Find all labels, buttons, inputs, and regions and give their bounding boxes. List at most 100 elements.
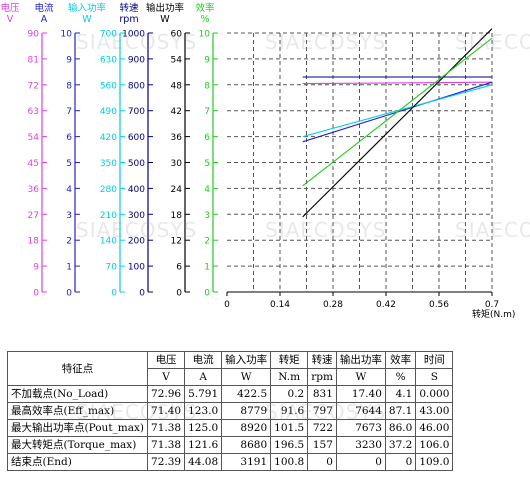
watermark: SIAECOSYS xyxy=(76,30,198,54)
x-tick-label: 0.42 xyxy=(376,300,396,310)
y-tick-label-current: 5 xyxy=(66,159,72,169)
column-header: 转速 xyxy=(307,351,337,369)
y-tick-label-input_power: 210 xyxy=(100,211,117,221)
y-axis-name-output_power: 输出功率 xyxy=(146,2,185,14)
y-tick-label-speed: 400 xyxy=(128,185,145,195)
column-header: 转矩 xyxy=(270,351,309,369)
y-tick-label-efficiency: 9 xyxy=(204,55,210,65)
y-tick-label-speed: 600 xyxy=(128,133,145,143)
y-tick-label-input_power: 0 xyxy=(111,289,117,299)
table-cell: 44.08 xyxy=(184,453,223,471)
table-row: 结束点(End) 72.39 44.08 3191 100.8 0 0 0 109.0 xyxy=(6,453,454,471)
y-tick-label-efficiency: 10 xyxy=(199,30,211,40)
x-tick-label: 0.7 xyxy=(485,300,499,310)
y-tick-label-speed: 0 xyxy=(139,289,145,299)
y-tick-label-current: 10 xyxy=(61,30,73,40)
table-cell: 121.6 xyxy=(184,436,223,454)
y-tick-label-input_power: 490 xyxy=(100,107,117,117)
table-cell: 71.40 xyxy=(147,402,186,420)
table-cell: 87.1 xyxy=(384,402,417,420)
y-tick-label-speed: 300 xyxy=(128,211,145,221)
column-unit: V xyxy=(147,368,186,386)
table-cell: 3191 xyxy=(221,453,272,471)
column-header: 时间 xyxy=(415,351,454,369)
y-tick-label-efficiency: 1 xyxy=(204,263,210,273)
x-tick-label: 0.56 xyxy=(429,300,449,310)
y-tick-label-efficiency: 3 xyxy=(204,211,210,221)
table-cell: 101.5 xyxy=(270,419,309,437)
table-header-row: 特征点 电压 电流 输入功率 转矩 转速 输出功率 效率 时间 xyxy=(6,351,454,386)
table-cell: 0 xyxy=(384,453,417,471)
x-tick-label: 0 xyxy=(224,300,230,310)
y-tick-label-speed: 100 xyxy=(128,263,145,273)
x-tick-label: 0.28 xyxy=(323,300,343,310)
y-tick-label-efficiency: 8 xyxy=(204,81,210,91)
table-cell: 109.0 xyxy=(415,453,454,471)
table-cell: 37.2 xyxy=(384,436,417,454)
y-tick-label-voltage: 54 xyxy=(28,133,40,143)
y-tick-label-efficiency: 2 xyxy=(204,237,210,247)
y-tick-label-speed: 800 xyxy=(128,81,145,91)
y-tick-label-voltage: 27 xyxy=(28,211,39,221)
table-cell: 123.0 xyxy=(184,402,223,420)
table-cell: 7644 xyxy=(335,402,386,420)
feature-points-table: 特征点 电压 电流 输入功率 转矩 转速 输出功率 效率 时间 V A W N.m rpm W% S 不加载点(… xyxy=(6,351,454,471)
row-label: 最大输出功率点(Pout_max) xyxy=(6,419,149,437)
y-tick-label-output_power: 42 xyxy=(171,107,182,117)
table-row: 最大输出功率点(Pout_max) 71.38 125.0 8920 101.5 722 7… xyxy=(6,419,454,437)
y-axis-unit-input_power: W xyxy=(82,14,92,25)
y-axis-unit-speed: rpm xyxy=(119,14,138,25)
table-row: 不加载点(No_Load) 72.96 5.791 422.5 0.2 831 17.40 4… xyxy=(6,385,454,403)
y-tick-label-output_power: 30 xyxy=(171,159,183,169)
watermark: SIAECOSYS xyxy=(76,400,198,424)
column-unit: S xyxy=(415,368,454,386)
table-cell: 0 xyxy=(335,453,386,471)
y-tick-label-input_power: 140 xyxy=(100,237,117,247)
row-label: 最大转矩点(Torque_max) xyxy=(6,436,149,454)
column-header: 电压 xyxy=(147,351,186,369)
y-tick-label-output_power: 6 xyxy=(176,263,182,273)
watermark: SIAECOSYS xyxy=(265,218,387,242)
y-tick-label-efficiency: 7 xyxy=(204,107,210,117)
table-cell: 100.8 xyxy=(270,453,309,471)
y-tick-label-voltage: 63 xyxy=(28,107,39,117)
column-unit: W xyxy=(335,368,386,386)
y-tick-label-voltage: 45 xyxy=(28,159,39,169)
y-tick-label-output_power: 36 xyxy=(171,133,183,143)
table-cell: 3230 xyxy=(335,436,386,454)
table-row: 最大转矩点(Torque_max) 71.38 121.6 8680 196.5 157 3… xyxy=(6,436,454,454)
table-cell: 71.38 xyxy=(147,436,186,454)
series-line-efficiency xyxy=(302,37,493,187)
series-line-voltage xyxy=(302,81,493,85)
watermark: SIAECOSYS xyxy=(265,400,387,424)
y-tick-label-speed: 700 xyxy=(128,107,145,117)
x-axis-label: 转矩(N.m) xyxy=(472,308,515,320)
series-line-output_power xyxy=(302,28,493,218)
table-cell: 46.00 xyxy=(415,419,454,437)
y-tick-label-input_power: 280 xyxy=(100,185,117,195)
y-tick-label-voltage: 18 xyxy=(28,237,40,247)
y-tick-label-output_power: 60 xyxy=(171,30,183,40)
y-tick-label-input_power: 700 xyxy=(100,30,117,40)
y-tick-label-output_power: 18 xyxy=(171,211,183,221)
column-header: 效率 xyxy=(384,351,417,369)
y-tick-label-input_power: 350 xyxy=(100,159,117,169)
y-tick-label-input_power: 420 xyxy=(100,133,117,143)
y-tick-label-efficiency: 0 xyxy=(204,289,210,299)
table-cell: 8920 xyxy=(221,419,272,437)
table-row: 最高效率点(Eff_max) 71.40 123.0 8779 91.6 797 7644 8… xyxy=(6,402,454,420)
y-tick-label-output_power: 24 xyxy=(171,185,183,195)
y-tick-label-output_power: 0 xyxy=(176,289,182,299)
y-tick-label-speed: 200 xyxy=(128,237,145,247)
y-tick-label-output_power: 48 xyxy=(171,81,183,91)
y-tick-label-current: 1 xyxy=(66,263,72,273)
column-unit: W xyxy=(221,368,272,386)
row-label: 不加载点(No_Load) xyxy=(6,385,149,403)
y-tick-label-voltage: 90 xyxy=(28,30,40,40)
y-tick-label-efficiency: 5 xyxy=(204,159,210,169)
y-tick-label-voltage: 72 xyxy=(28,81,39,91)
table-cell: 86.0 xyxy=(384,419,417,437)
y-tick-label-current: 8 xyxy=(66,81,72,91)
motor-performance-chart: 09182736455463728190电压V012345678910电流A07… xyxy=(0,2,515,320)
series-line-input_power xyxy=(302,84,493,138)
